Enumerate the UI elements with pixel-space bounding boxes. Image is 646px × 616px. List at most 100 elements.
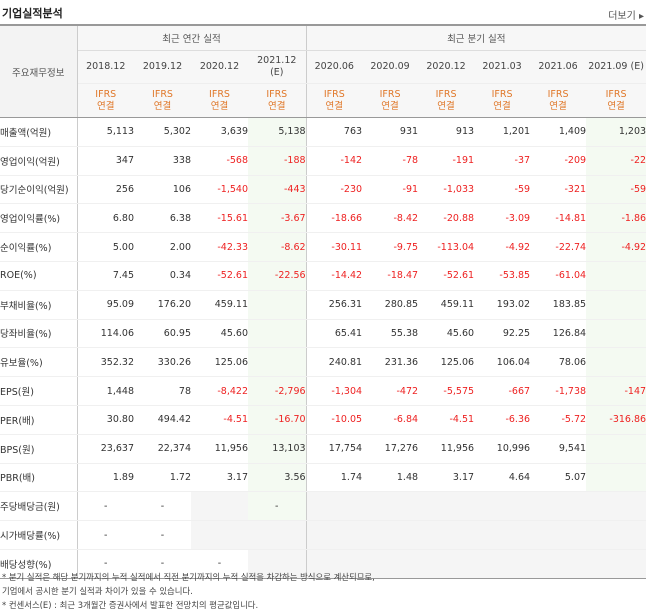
value-cell: 1,409 — [530, 117, 587, 147]
value-cell: 1.48 — [362, 463, 419, 493]
value-cell: -6.36 — [474, 405, 531, 435]
value-cell: -142 — [306, 146, 363, 176]
value-cell: 176.20 — [134, 290, 191, 320]
row-label[interactable]: 당기순이익(억원) — [0, 175, 78, 205]
value-cell: 30.80 — [77, 405, 134, 435]
value-cell: -1,304 — [306, 376, 363, 406]
value-cell: 1.74 — [306, 463, 363, 493]
value-cell: 338 — [134, 146, 191, 176]
value-cell: 1.72 — [134, 463, 191, 493]
period-header: 2020.12 — [191, 50, 248, 84]
row-label[interactable]: 매출액(억원) — [0, 117, 78, 147]
value-cell: 347 — [77, 146, 134, 176]
value-cell: 11,956 — [418, 434, 475, 464]
period-header: 2020.12 — [418, 50, 475, 84]
value-cell: -22 — [586, 146, 646, 176]
value-cell: -59 — [474, 175, 531, 205]
ifrs-label: IFRS 연결 — [586, 83, 646, 118]
value-cell: -20.88 — [418, 203, 475, 234]
value-cell: 5,113 — [77, 117, 134, 147]
row-label[interactable]: PER(배) — [0, 405, 78, 435]
value-cell: - — [77, 520, 134, 550]
row-label[interactable]: 배당성향(%) — [0, 549, 78, 579]
value-cell: 3.17 — [418, 463, 475, 493]
value-cell: -9.75 — [362, 232, 419, 262]
value-cell: 1,203 — [586, 117, 646, 147]
row-label[interactable]: 영업이익(억원) — [0, 146, 78, 176]
period-header: 2021.12 (E) — [248, 50, 307, 84]
value-cell — [248, 319, 307, 349]
value-cell: -78 — [362, 146, 419, 176]
value-cell: -52.61 — [418, 261, 475, 291]
row-label[interactable]: 유보율(%) — [0, 347, 78, 378]
value-cell: -1.86 — [586, 203, 646, 234]
value-cell: 17,754 — [306, 434, 363, 464]
value-cell: 494.42 — [134, 405, 191, 435]
footnotes: * 분기 실적은 해당 분기까지의 누적 실적에서 직전 분기까지의 누적 실적… — [2, 570, 642, 612]
table-row: BPS(원) 23,637 22,374 11,956 13,103 17,754 17,2… — [0, 434, 646, 464]
value-cell: -14.42 — [306, 261, 363, 291]
period-header: 2021.03 — [474, 50, 531, 84]
value-cell: 1,448 — [77, 376, 134, 406]
value-cell: -30.11 — [306, 232, 363, 262]
ifrs-label: IFRS 연결 — [418, 83, 475, 118]
value-cell: -1,738 — [530, 376, 587, 406]
value-cell — [418, 520, 475, 550]
value-cell: 231.36 — [362, 347, 419, 378]
quarter-group-header: 최근 분기 실적 — [306, 24, 646, 51]
value-cell — [586, 319, 646, 349]
value-cell: -8.42 — [362, 203, 419, 234]
value-cell — [586, 261, 646, 291]
value-cell: 1.89 — [77, 463, 134, 493]
value-cell: 92.25 — [474, 319, 531, 349]
value-cell — [418, 491, 475, 522]
value-cell: 256.31 — [306, 290, 363, 320]
value-cell: 5.07 — [530, 463, 587, 493]
row-label[interactable]: 당좌비율(%) — [0, 319, 78, 349]
row-label[interactable]: 시가배당률(%) — [0, 520, 78, 550]
table-row: 영업이익률(%) 6.80 6.38 -15.61 -3.67 -18.66 -8.42 -2… — [0, 203, 646, 234]
more-link[interactable]: 더보기 ▸ — [608, 11, 644, 22]
row-label[interactable]: 주당배당금(원) — [0, 491, 78, 522]
value-cell: 330.26 — [134, 347, 191, 378]
value-cell — [586, 434, 646, 464]
value-cell: 106 — [134, 175, 191, 205]
row-label[interactable]: 부채비율(%) — [0, 290, 78, 320]
row-label[interactable]: EPS(원) — [0, 376, 78, 406]
row-label[interactable]: ROE(%) — [0, 261, 78, 291]
row-label[interactable]: BPS(원) — [0, 434, 78, 464]
row-label[interactable]: 순이익률(%) — [0, 232, 78, 262]
value-cell: -1,540 — [191, 175, 248, 205]
value-cell — [418, 549, 475, 579]
period-header: 2018.12 — [77, 50, 134, 84]
value-cell: 2.00 — [134, 232, 191, 262]
value-cell: -6.84 — [362, 405, 419, 435]
table-row: 유보율(%) 352.32 330.26 125.06 240.81 231.36 125.… — [0, 347, 646, 378]
footnote: * 분기 실적은 해당 분기까지의 누적 실적에서 직전 분기까지의 누적 실적… — [2, 572, 375, 582]
row-label[interactable]: 영업이익률(%) — [0, 203, 78, 234]
annual-group-header: 최근 연간 실적 — [77, 24, 307, 51]
row-label[interactable]: PBR(배) — [0, 463, 78, 493]
value-cell: -443 — [248, 175, 307, 205]
value-cell: -15.61 — [191, 203, 248, 234]
value-cell: 13,103 — [248, 434, 307, 464]
ifrs-label: IFRS 연결 — [362, 83, 419, 118]
value-cell: -8.62 — [248, 232, 307, 262]
ifrs-label: IFRS 연결 — [134, 83, 191, 118]
value-cell: 0.34 — [134, 261, 191, 291]
value-cell — [586, 290, 646, 320]
value-cell: 6.80 — [77, 203, 134, 234]
value-cell — [306, 491, 363, 522]
value-cell: -5,575 — [418, 376, 475, 406]
value-cell: 459.11 — [418, 290, 475, 320]
value-cell: -14.81 — [530, 203, 587, 234]
value-cell — [248, 347, 307, 378]
value-cell: 5,302 — [134, 117, 191, 147]
period-header: 2019.12 — [134, 50, 191, 84]
table-row: 당기순이익(억원) 256 106 -1,540 -443 -230 -91 -1,033 -5… — [0, 175, 646, 205]
value-cell: 10,996 — [474, 434, 531, 464]
table-row: EPS(원) 1,448 78 -8,422 -2,796 -1,304 -472 -5,57… — [0, 376, 646, 406]
value-cell: 913 — [418, 117, 475, 147]
value-cell — [474, 549, 531, 579]
value-cell: -188 — [248, 146, 307, 176]
